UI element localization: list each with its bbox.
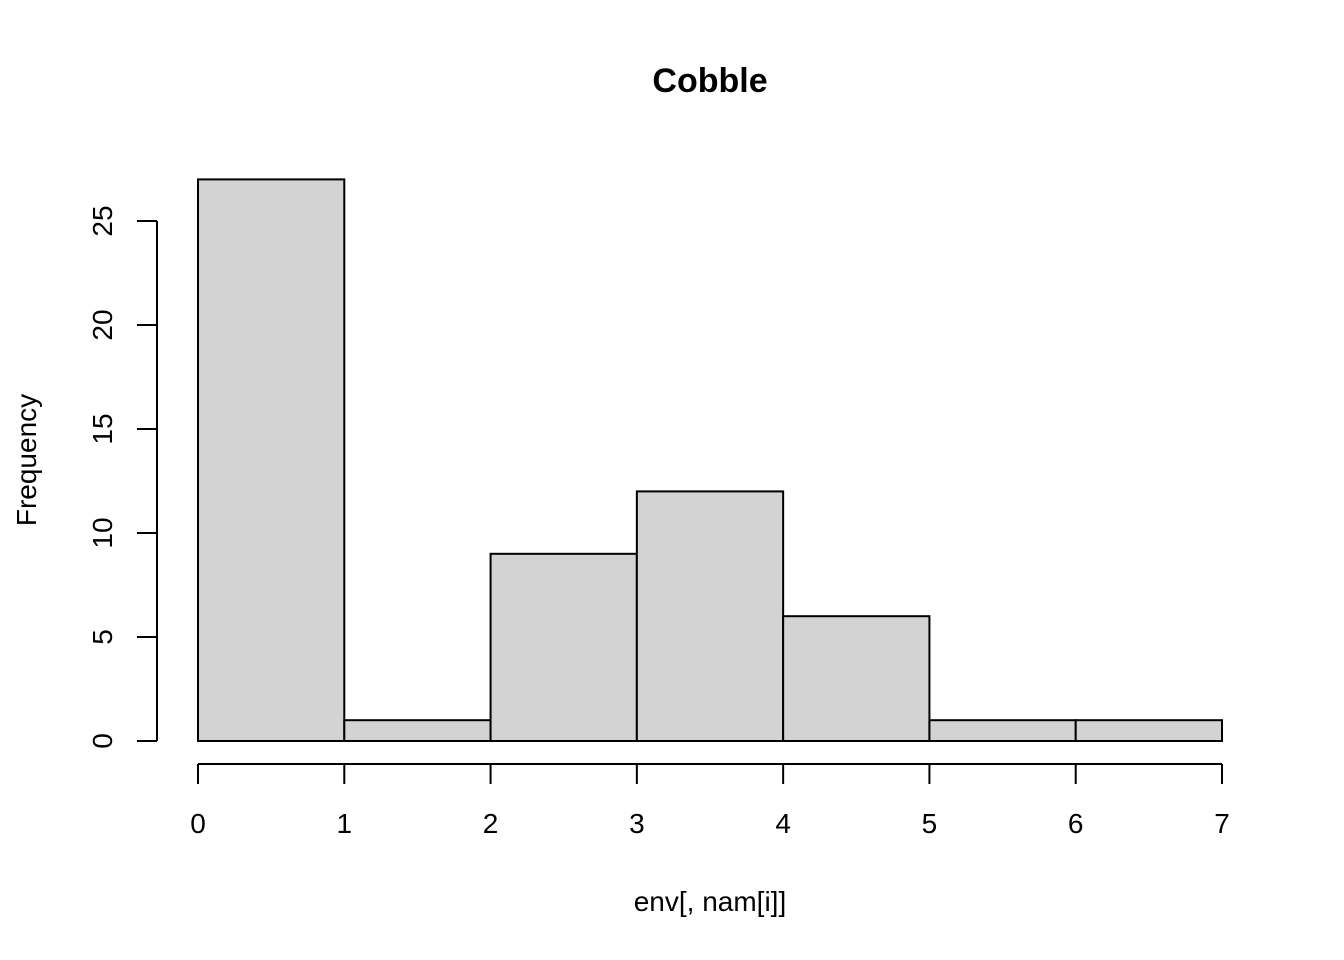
x-tick-label-0: 0: [190, 808, 206, 839]
y-tick-label-2: 10: [87, 517, 118, 548]
histogram-bar-4: [782, 615, 931, 743]
x-tick-label-6: 6: [1068, 808, 1084, 839]
y-axis-label: Frequency: [11, 394, 42, 526]
histogram-bar-5: [928, 719, 1077, 743]
histogram-bar-2: [489, 552, 638, 742]
histogram-bar-1: [343, 719, 492, 743]
histogram-bar-6: [1074, 719, 1223, 743]
y-axis: 0 5 10 15 20 25: [87, 205, 158, 749]
y-tick-label-3: 15: [87, 413, 118, 444]
x-tick-label-1: 1: [336, 808, 352, 839]
histogram-bar-3: [635, 490, 785, 742]
x-tick-label-2: 2: [483, 808, 499, 839]
y-tick-label-0: 0: [87, 733, 118, 749]
histogram-bar-0: [197, 178, 346, 742]
y-tick-label-1: 5: [87, 629, 118, 645]
x-tick-label-7: 7: [1214, 808, 1230, 839]
x-tick-label-3: 3: [629, 808, 645, 839]
y-tick-label-4: 20: [87, 309, 118, 340]
x-tick-label-5: 5: [922, 808, 938, 839]
y-tick-label-5: 25: [87, 205, 118, 236]
chart-title: Cobble: [652, 62, 767, 100]
x-tick-label-4: 4: [775, 808, 791, 839]
x-axis-label: env[, nam[i]]: [634, 886, 787, 917]
x-axis: 0 1 2 3 4 5 6 7: [190, 763, 1230, 839]
bars-group: [197, 178, 1223, 743]
